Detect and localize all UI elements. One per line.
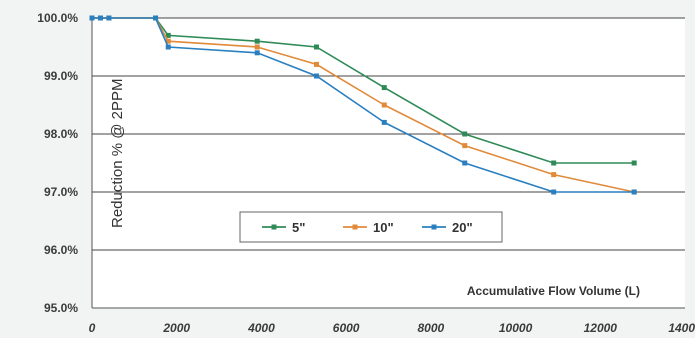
y-axis-ticks: 95.0% 96.0% 97.0% 98.0% 99.0% 100.0% bbox=[37, 11, 78, 315]
series-3 bbox=[89, 15, 637, 195]
x-tick-label: 14000 bbox=[668, 321, 695, 335]
legend: 5" 10" 20" bbox=[239, 211, 503, 243]
data-point bbox=[313, 44, 319, 50]
data-point bbox=[165, 32, 171, 38]
x-axis-ticks: 0 2000 4000 6000 8000 10000 12000 14000 bbox=[89, 321, 695, 335]
data-point bbox=[631, 160, 637, 166]
data-point bbox=[551, 172, 557, 178]
data-point bbox=[153, 15, 159, 21]
data-point bbox=[381, 102, 387, 108]
x-tick-label: 8000 bbox=[418, 321, 445, 335]
data-point bbox=[165, 38, 171, 44]
data-point bbox=[97, 15, 103, 21]
y-tick-label: 96.0% bbox=[44, 243, 78, 257]
x-tick-label: 6000 bbox=[333, 321, 360, 335]
data-point bbox=[106, 15, 112, 21]
data-point bbox=[313, 73, 319, 79]
data-point bbox=[89, 15, 95, 21]
y-axis-label: Reduction % @ 2PPM bbox=[109, 79, 126, 228]
x-tick-label: 0 bbox=[89, 321, 96, 335]
data-point bbox=[254, 50, 260, 56]
data-point bbox=[254, 44, 260, 50]
data-point bbox=[631, 189, 637, 195]
legend-label: 5" bbox=[292, 220, 305, 235]
gridlines bbox=[91, 17, 685, 309]
legend-marker bbox=[271, 224, 277, 230]
series-group bbox=[89, 15, 637, 195]
y-tick-label: 100.0% bbox=[37, 11, 78, 25]
data-point bbox=[462, 160, 468, 166]
data-point bbox=[254, 38, 260, 44]
x-axis-label: Accumulative Flow Volume (L) bbox=[467, 284, 640, 298]
data-point bbox=[313, 61, 319, 67]
legend-label: 20" bbox=[452, 220, 473, 235]
y-tick-label: 98.0% bbox=[44, 127, 78, 141]
x-tick-label: 2000 bbox=[162, 321, 190, 335]
x-tick-label: 10000 bbox=[499, 321, 533, 335]
x-tick-label: 4000 bbox=[247, 321, 275, 335]
data-point bbox=[381, 85, 387, 91]
data-point bbox=[462, 143, 468, 149]
y-tick-label: 99.0% bbox=[44, 69, 78, 83]
data-point bbox=[165, 44, 171, 50]
legend-marker bbox=[431, 224, 437, 230]
legend-marker bbox=[352, 224, 358, 230]
y-tick-label: 97.0% bbox=[44, 185, 78, 199]
legend-label: 10" bbox=[373, 220, 394, 235]
x-tick-label: 12000 bbox=[584, 321, 618, 335]
data-point bbox=[381, 119, 387, 125]
data-point bbox=[551, 160, 557, 166]
data-point bbox=[551, 189, 557, 195]
y-tick-label: 95.0% bbox=[44, 301, 78, 315]
data-point bbox=[462, 131, 468, 137]
